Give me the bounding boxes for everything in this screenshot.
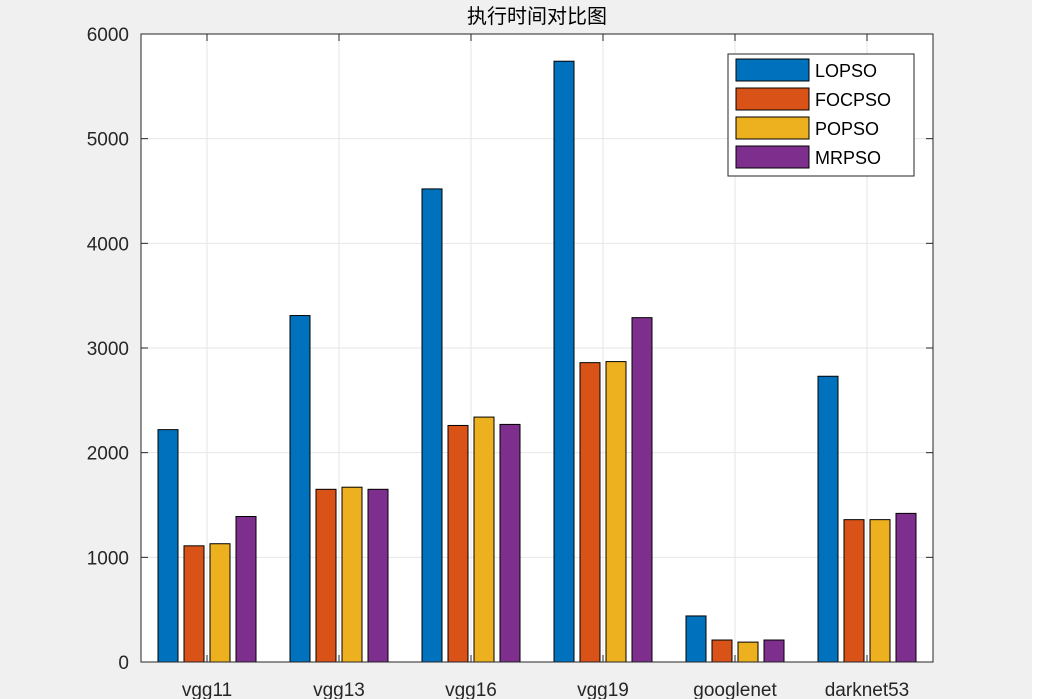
x-tick-label: vgg16 (445, 680, 497, 699)
x-axis: vgg11 vgg13 vgg16 vgg19 googlenet darknet53 (182, 34, 909, 699)
bar-popso-vgg19 (605, 361, 627, 663)
legend-swatch (735, 87, 810, 111)
y-tick-label: 6000 (87, 25, 129, 46)
bar-lopso-vgg16 (421, 188, 443, 663)
figure-edge-strip (1032, 0, 1042, 699)
bar-lopso-vgg11 (157, 429, 179, 663)
bar-focpso-vgg11 (183, 545, 205, 663)
x-tick-label: vgg13 (313, 680, 365, 699)
bar-mrpso-darknet53 (895, 512, 917, 663)
bar-popso-vgg13 (341, 486, 363, 663)
bar-focpso-vgg16 (447, 424, 469, 663)
x-tick-label: darknet53 (825, 680, 910, 699)
y-tick-label: 4000 (87, 234, 129, 255)
legend-swatch (735, 116, 810, 140)
bar-popso-googlenet (737, 641, 759, 663)
bar-lopso-vgg13 (289, 315, 311, 663)
bar-lopso-googlenet (685, 615, 707, 663)
bars (157, 60, 917, 663)
y-tick-label: 1000 (87, 548, 129, 569)
bar-lopso-vgg19 (553, 60, 575, 663)
bar-focpso-vgg13 (315, 488, 337, 663)
y-tick-label: 3000 (87, 339, 129, 360)
legend-label: LOPSO (815, 61, 877, 81)
bar-focpso-vgg19 (579, 362, 601, 663)
bar-lopso-darknet53 (817, 375, 839, 663)
x-tick-label: vgg11 (182, 680, 232, 699)
bar-focpso-darknet53 (843, 519, 865, 663)
y-tick-label: 2000 (87, 444, 129, 465)
x-tick-label: googlenet (693, 680, 777, 699)
bar-popso-darknet53 (869, 519, 891, 663)
bar-focpso-googlenet (711, 639, 733, 663)
y-axis: 0 1000 2000 3000 4000 5000 6000 (87, 25, 933, 674)
bar-popso-vgg11 (209, 543, 231, 663)
bar-mrpso-vgg16 (499, 423, 521, 663)
x-tick-label: vgg19 (577, 680, 629, 699)
bar-mrpso-vgg13 (367, 488, 389, 663)
legend-label: FOCPSO (815, 90, 891, 110)
legend-label: POPSO (815, 119, 879, 139)
legend-swatch (735, 58, 810, 82)
legend-label: MRPSO (815, 148, 881, 168)
bar-mrpso-googlenet (763, 639, 785, 663)
bar-popso-vgg16 (473, 416, 495, 663)
chart-title: 执行时间对比图 (467, 4, 607, 28)
legend: LOPSO FOCPSO POPSO MRPSO (727, 53, 915, 177)
y-tick-label: 5000 (87, 130, 129, 151)
bar-mrpso-vgg19 (631, 317, 653, 663)
bar-mrpso-vgg11 (235, 516, 257, 663)
y-tick-label: 0 (118, 653, 129, 674)
legend-swatch (735, 145, 810, 169)
